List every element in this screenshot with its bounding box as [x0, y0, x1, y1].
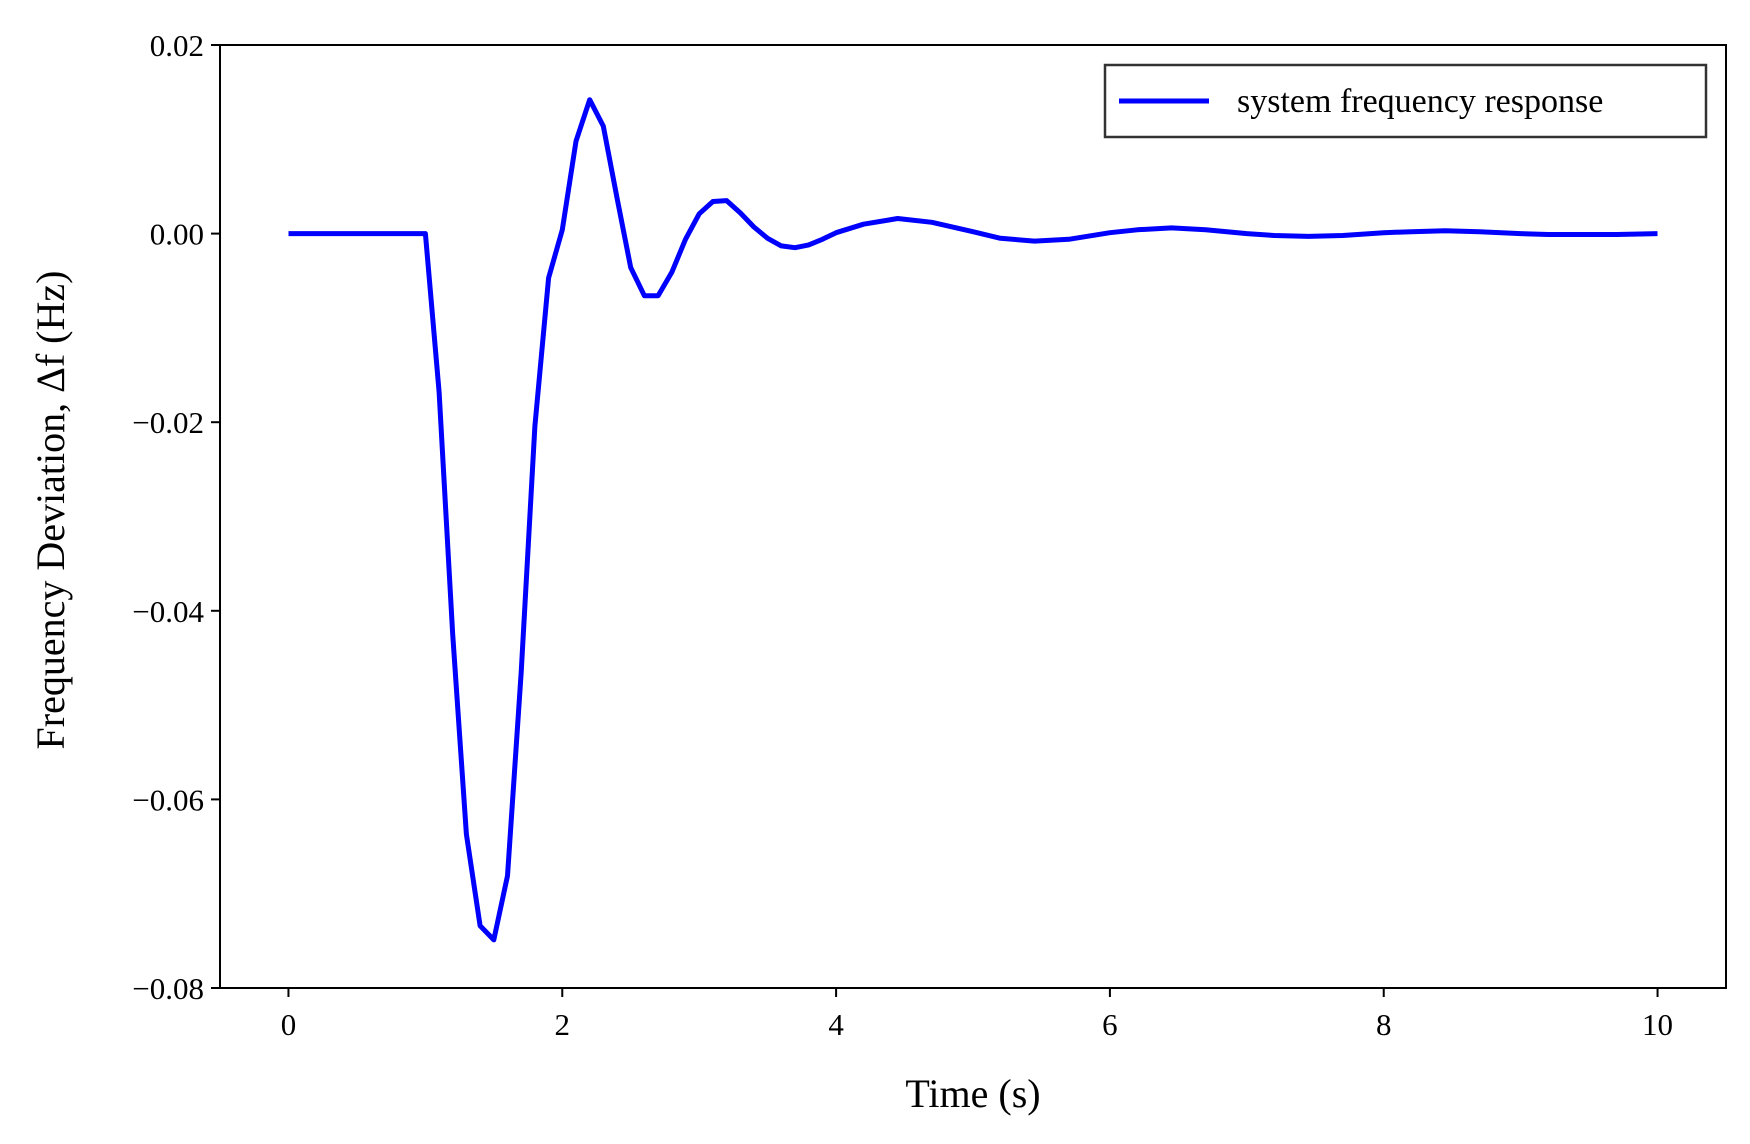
plot-area	[288, 97, 1658, 943]
y-tick-label: −0.02	[132, 405, 204, 440]
legend-label: system frequency response	[1237, 83, 1603, 120]
plot-frame	[219, 44, 1727, 989]
y-tick-label: 0.00	[150, 217, 204, 252]
y-tick-label: −0.08	[132, 971, 204, 1006]
x-tick-label: 6	[1102, 1007, 1118, 1042]
x-tick-label: 2	[555, 1007, 571, 1042]
x-tick-label: 10	[1642, 1007, 1673, 1042]
x-axis-label: Time (s)	[905, 1071, 1040, 1116]
legend: system frequency response	[1103, 63, 1708, 139]
y-axis-label: Frequency Deviation, Δf (Hz)	[28, 271, 73, 750]
y-tick-label: 0.02	[150, 28, 204, 63]
x-tick-label: 0	[281, 1007, 297, 1042]
series-line-0	[288, 97, 1658, 943]
axes: 0 2 4 6 8 10 0.02 0.00 −0.02 −0.04 −0.06 −0.08	[132, 28, 1727, 1042]
x-tick-label: 8	[1376, 1007, 1392, 1042]
x-tick-label: 4	[828, 1007, 844, 1042]
y-tick-label: −0.04	[132, 594, 204, 629]
y-tick-label: −0.06	[132, 782, 204, 817]
